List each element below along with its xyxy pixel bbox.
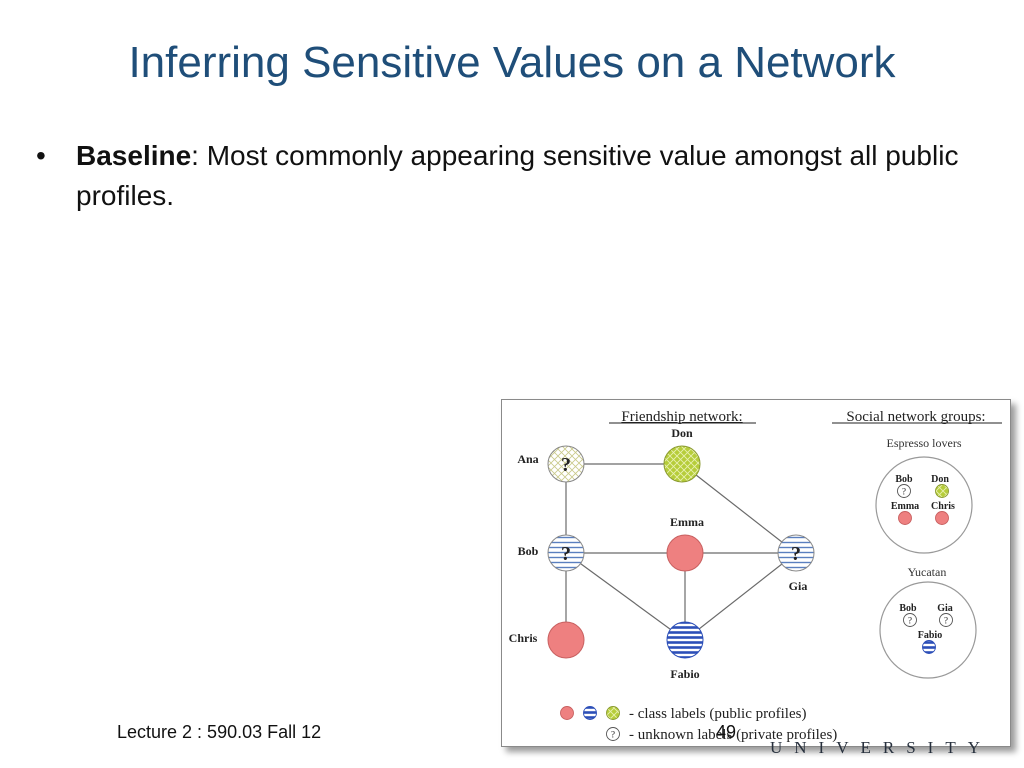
yucatan-member-bob: Bob [899, 603, 917, 614]
footer-lecture: Lecture 2 : 590.03 Fall 12 [117, 722, 322, 742]
node-ana-label: Ana [517, 452, 538, 466]
network-figure: Friendship network: Social network group… [501, 399, 1011, 747]
node-gia-label: Gia [789, 579, 808, 593]
node-bob [547, 534, 585, 572]
node-emma-label: Emma [670, 515, 704, 529]
node-bob-unknown-mark: ? [561, 543, 571, 565]
node-ana [547, 445, 585, 483]
node-chris [547, 621, 585, 659]
espresso-member-chris: Chris [931, 501, 955, 512]
node-gia [777, 534, 815, 572]
bullet-bold-term: Baseline [76, 140, 192, 171]
group-yucatan: Yucatan Bob Gia ? ? Fabio [879, 565, 977, 679]
node-don-label: Don [671, 426, 693, 440]
espresso-bob-unknown-mark: ? [902, 487, 906, 497]
group-yucatan-name: Yucatan [908, 565, 947, 579]
group-espresso-name: Espresso lovers [887, 436, 962, 450]
legend-unknown-mark: ? [611, 730, 615, 740]
page-number: 49 [716, 722, 737, 742]
yucatan-gia-unknown-mark: ? [944, 616, 948, 626]
node-chris-label: Chris [509, 631, 538, 645]
yucatan-bob-unknown-mark: ? [908, 616, 912, 626]
university-watermark: UNIVERSITY [770, 738, 992, 757]
legend-class-labels: - class labels (public profiles) [629, 706, 806, 722]
social-groups-heading: Social network groups: [846, 409, 985, 425]
bullet-text: Baseline: Most commonly appearing sensit… [76, 136, 996, 216]
node-don [663, 445, 701, 483]
legend-unknown-labels: - unknown labels (private profiles) [629, 727, 837, 743]
friendship-network-heading: Friendship network: [621, 409, 742, 425]
bullet-description: : Most commonly appearing sensitive valu… [76, 140, 959, 211]
slide-title: Inferring Sensitive Values on a Network [128, 38, 896, 87]
legend-green-swatch [606, 706, 620, 720]
group-espresso-boundary [875, 456, 973, 554]
group-yucatan-boundary [879, 581, 977, 679]
legend-blue-swatch [583, 706, 597, 720]
node-gia-unknown-mark: ? [791, 543, 801, 565]
bullet-point: • Baseline: Most commonly appearing sens… [36, 136, 996, 216]
espresso-member-bob: Bob [895, 474, 913, 485]
yucatan-member-fabio: Fabio [918, 630, 942, 641]
legend: - class labels (public profiles) ? - unk… [560, 706, 837, 743]
node-ana-unknown-mark: ? [561, 454, 571, 476]
network-diagram: Friendship network: Social network group… [509, 409, 1002, 743]
yucatan-member-gia: Gia [937, 603, 953, 614]
node-emma [666, 534, 704, 572]
node-fabio [666, 621, 704, 659]
node-bob-label: Bob [518, 544, 539, 558]
espresso-member-don: Don [931, 474, 949, 485]
bullet-icon: • [36, 140, 46, 171]
group-espresso-lovers: Espresso lovers Bob Don ? Emma Chris [875, 436, 973, 554]
espresso-member-emma: Emma [891, 501, 919, 512]
node-fabio-label: Fabio [670, 667, 699, 681]
legend-red-swatch [560, 706, 574, 720]
legend-unknown-swatch [606, 727, 620, 741]
